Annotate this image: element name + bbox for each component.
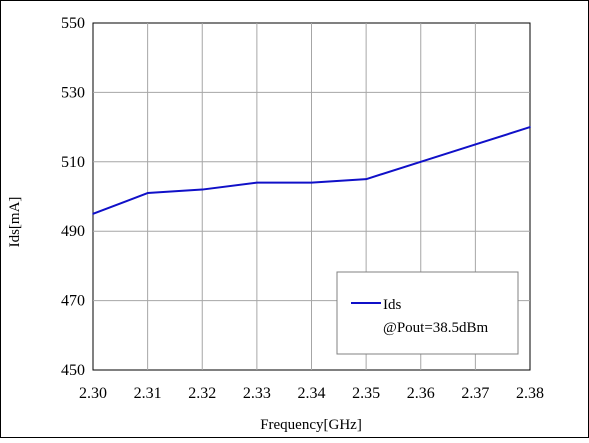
x-tick-label: 2.33 [243, 385, 271, 402]
data-point [92, 213, 94, 215]
series-layer [92, 126, 531, 215]
data-point [256, 181, 258, 184]
y-tick-label: 470 [61, 293, 85, 310]
data-point [201, 188, 204, 191]
x-tick-label: 2.30 [79, 385, 107, 402]
axis-ticks: 2.30 2.31 2.32 2.33 2.34 2.35 2.36 2.37 2.38 450 4… [61, 15, 544, 402]
y-tick-label: 510 [61, 154, 85, 171]
legend-box [336, 271, 519, 355]
data-point [529, 126, 531, 128]
y-axis-title: Ids[mA] [7, 197, 23, 248]
x-tick-label: 2.37 [461, 385, 489, 402]
y-tick-label: 530 [61, 84, 85, 101]
legend-label-ids: Ids [383, 297, 401, 313]
data-point [146, 192, 149, 194]
x-tick-label: 2.36 [407, 385, 435, 402]
data-point [474, 143, 477, 146]
y-tick-label: 550 [61, 15, 85, 32]
x-axis-title: Frequency[GHz] [260, 417, 362, 433]
data-point [365, 178, 367, 180]
y-tick-label: 450 [61, 362, 85, 379]
legend: Ids @Pout=38.5dBm [336, 271, 519, 355]
x-tick-label: 2.35 [352, 385, 380, 402]
data-point [419, 161, 422, 163]
y-tick-label: 490 [61, 223, 85, 240]
x-tick-label: 2.38 [516, 385, 544, 402]
x-tick-label: 2.32 [188, 385, 216, 402]
x-tick-label: 2.34 [298, 385, 326, 402]
data-point [310, 181, 313, 184]
legend-annotation: @Pout=38.5dBm [383, 320, 489, 336]
x-tick-label: 2.31 [134, 385, 162, 402]
